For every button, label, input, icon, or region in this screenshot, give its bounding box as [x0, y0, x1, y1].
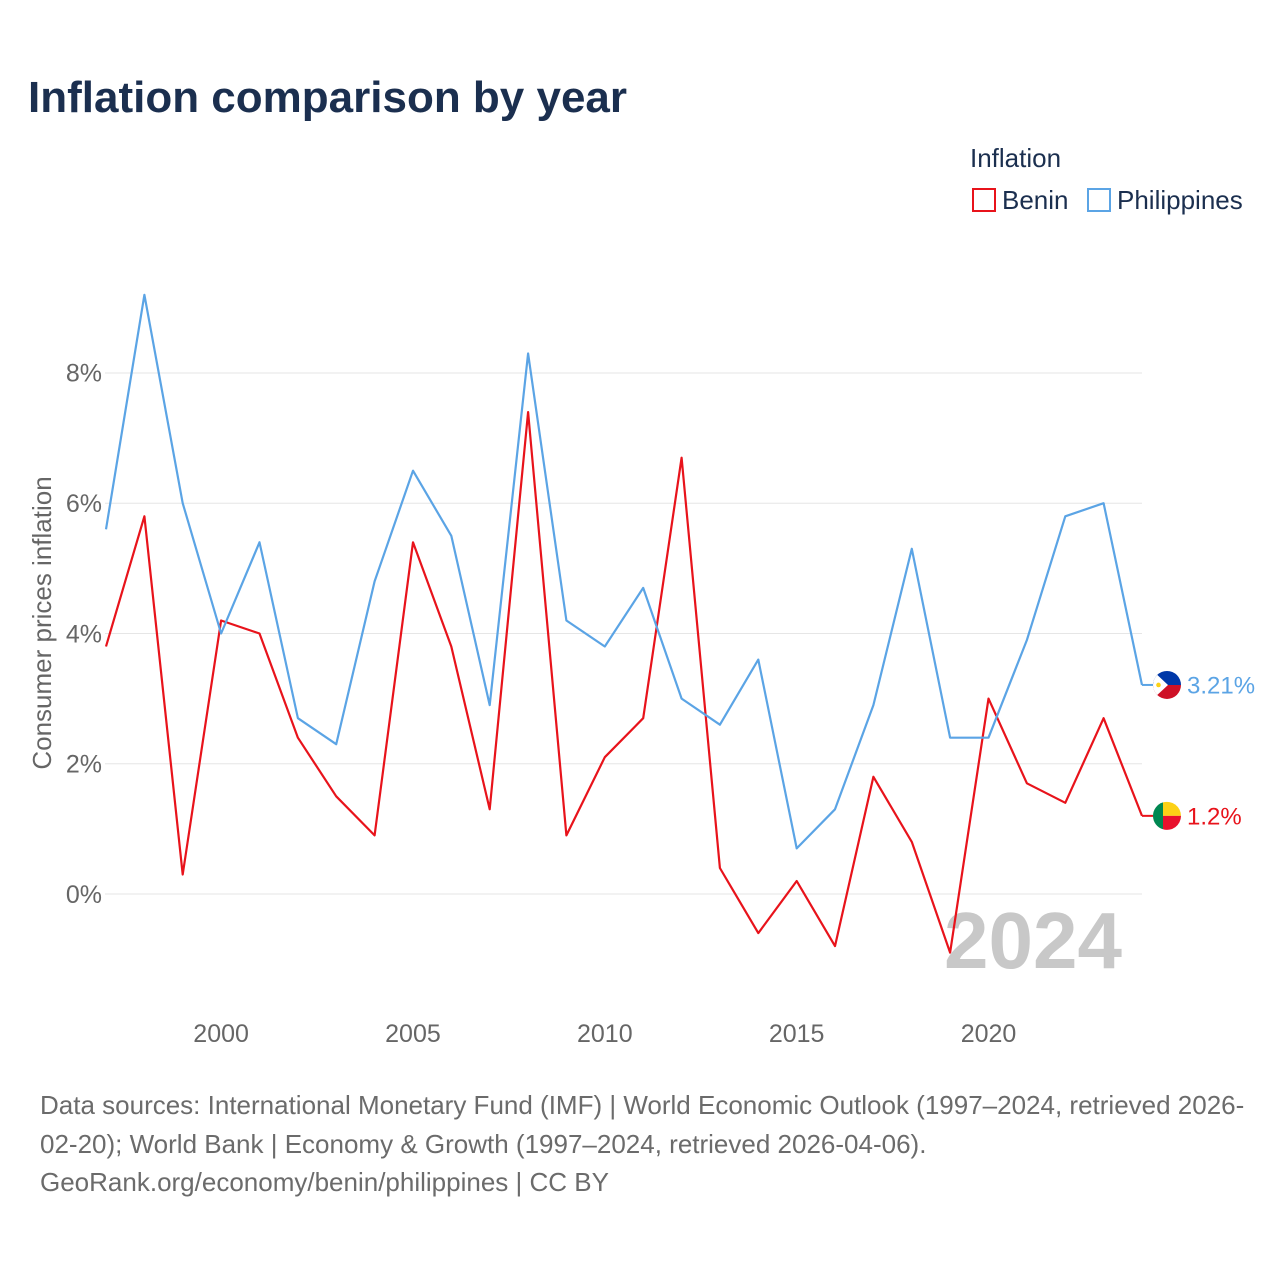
series-line-benin: [104, 411, 1144, 954]
data-point-benin: [180, 872, 186, 878]
data-point-philippines: [295, 715, 301, 721]
data-point-philippines: [103, 526, 109, 532]
flag-band: [1152, 802, 1163, 830]
data-point-philippines: [755, 657, 761, 663]
series-line-philippines: [104, 293, 1144, 850]
data-point-benin: [487, 806, 493, 812]
data-point-philippines: [257, 539, 263, 545]
x-tick-label: 2000: [193, 1020, 249, 1048]
data-point-benin: [141, 513, 147, 519]
data-point-philippines: [1024, 637, 1030, 643]
data-point-benin: [257, 631, 263, 637]
footer-sources: Data sources: International Monetary Fun…: [40, 1086, 1260, 1202]
end-label-philippines: 3.21%: [1187, 672, 1255, 699]
data-point-philippines: [602, 644, 608, 650]
data-point-philippines: [909, 546, 915, 552]
y-tick-label: 4%: [66, 620, 102, 648]
y-tick-label: 2%: [66, 751, 102, 779]
data-point-philippines: [525, 351, 531, 357]
data-point-philippines: [180, 500, 186, 506]
data-point-benin: [333, 793, 339, 799]
end-label-benin: 1.2%: [1187, 803, 1242, 830]
data-point-philippines: [141, 292, 147, 298]
flag-sun: [1156, 682, 1161, 688]
legend-label-philippines: Philippines: [1117, 185, 1243, 215]
data-point-benin: [717, 865, 723, 871]
flag-band: [1163, 815, 1181, 830]
data-point-philippines: [947, 735, 953, 741]
data-point-benin: [679, 455, 685, 461]
data-point-philippines: [448, 533, 454, 539]
data-point-philippines: [986, 735, 992, 741]
flag-band: [1163, 801, 1181, 816]
data-point-philippines: [372, 578, 378, 584]
data-point-philippines: [832, 806, 838, 812]
data-point-benin: [525, 409, 531, 415]
data-point-benin: [986, 696, 992, 702]
data-point-benin: [1062, 800, 1068, 806]
data-point-benin: [410, 539, 416, 545]
legend-item-philippines[interactable]: Philippines: [1087, 185, 1243, 215]
data-point-philippines: [1101, 500, 1107, 506]
legend-label-benin: Benin: [1002, 185, 1069, 215]
data-point-benin: [1101, 715, 1107, 721]
data-point-benin: [640, 715, 646, 721]
data-point-philippines: [487, 702, 493, 708]
data-point-philippines: [410, 468, 416, 474]
data-point-benin: [947, 950, 953, 956]
y-axis-label: Consumer prices inflation: [27, 476, 57, 769]
legend-swatch-philippines: [1087, 188, 1111, 212]
data-point-philippines: [640, 585, 646, 591]
y-tick-label: 0%: [66, 881, 102, 909]
chart-title: Inflation comparison by year: [28, 73, 627, 122]
footer-credit: GeoRank.org/economy/benin/philippines | …: [40, 1167, 609, 1197]
footer-line: 02-20); World Bank | Economy & Growth (1…: [40, 1128, 927, 1159]
year-watermark: 2024: [944, 896, 1122, 985]
footer-line: Data sources: International Monetary Fun…: [40, 1090, 1245, 1120]
data-point-benin: [103, 644, 109, 650]
data-point-benin: [794, 878, 800, 884]
data-point-philippines: [218, 631, 224, 637]
x-tick-label: 2005: [385, 1020, 441, 1048]
data-point-philippines: [333, 741, 339, 747]
data-point-benin: [1024, 780, 1030, 786]
legend-item-benin[interactable]: Benin: [972, 185, 1069, 215]
data-point-benin: [372, 832, 378, 838]
legend-swatch-benin: [972, 188, 996, 212]
data-point-benin: [755, 930, 761, 936]
data-point-philippines: [679, 696, 685, 702]
data-point-benin: [909, 839, 915, 845]
philippines-flag-icon: [1152, 670, 1181, 699]
legend-title: Inflation: [970, 143, 1061, 173]
legend: Inflation Benin Philippines: [970, 143, 1243, 215]
benin-flag-icon: [1152, 801, 1181, 830]
series-layer: 1.2% 3.21%: [103, 292, 1255, 956]
axis-layer: 0% 2% 4% 6% 8% 2000 2005 2010 2015 2020: [66, 360, 1016, 1048]
data-point-benin: [563, 832, 569, 838]
data-point-philippines: [1062, 513, 1068, 519]
x-tick-label: 2010: [577, 1020, 633, 1048]
data-point-philippines: [563, 618, 569, 624]
x-tick-label: 2015: [769, 1020, 825, 1048]
data-point-philippines: [717, 722, 723, 728]
data-point-philippines: [870, 702, 876, 708]
data-point-benin: [448, 644, 454, 650]
data-point-benin: [832, 943, 838, 949]
data-point-philippines: [794, 845, 800, 851]
x-tick-label: 2020: [961, 1020, 1017, 1048]
data-point-benin: [870, 774, 876, 780]
data-point-benin: [602, 754, 608, 760]
data-point-benin: [295, 735, 301, 741]
y-tick-label: 8%: [66, 360, 102, 388]
grid-layer: [105, 372, 1142, 895]
y-tick-label: 6%: [66, 490, 102, 518]
